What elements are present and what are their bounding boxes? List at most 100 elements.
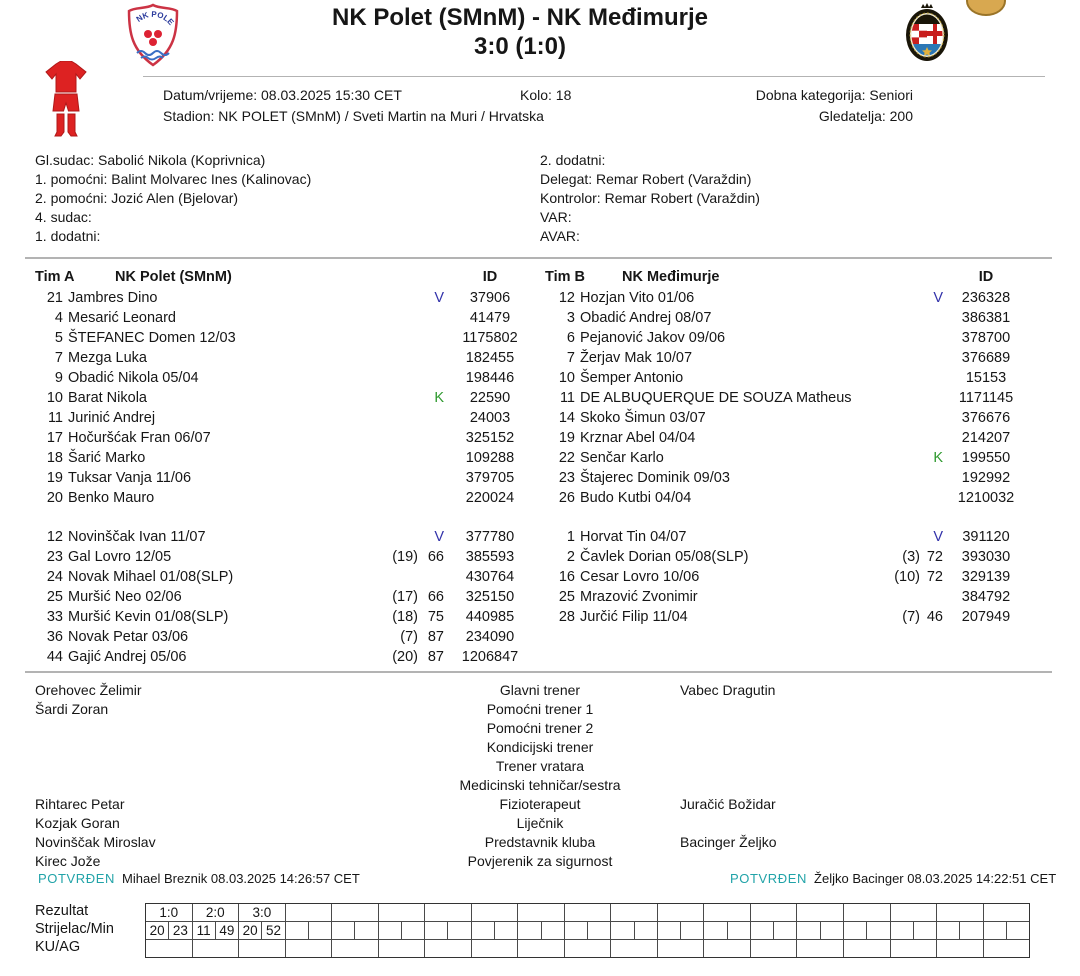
staff-role-label: Glavni trener (499, 682, 581, 698)
result-cell (611, 904, 658, 921)
player-id: 192992 (961, 470, 1011, 486)
player-id: 1171145 (958, 390, 1014, 406)
player-name: Jambres Dino (68, 290, 158, 306)
result-row-label: Rezultat (35, 903, 89, 919)
staff-row: Kozjak Goran Liječnik (0, 814, 1080, 833)
scorer-min-cell (355, 922, 379, 939)
player-row-substitute: 12 Novinščak Ivan 11/07 V 377780 (30, 528, 540, 548)
player-row-starter: 23 Štajerec Dominik 09/03 192992 (540, 469, 1050, 489)
player-row-starter: 7 Žerjav Mak 10/07 376689 (540, 349, 1050, 369)
additional-2: 2. dodatni: (540, 152, 606, 168)
player-number: 10 (558, 370, 575, 386)
substitution-ref: (19) (392, 549, 418, 565)
player-id: 234090 (465, 629, 515, 645)
substitution-ref: (20) (392, 649, 418, 665)
player-name: Novinščak Ivan 11/07 (68, 529, 206, 545)
player-name: Šemper Antonio (580, 370, 684, 386)
result-cell (658, 904, 705, 921)
scorer-min-cell (635, 922, 658, 939)
player-row-substitute: 24 Novak Mihael 01/08(SLP) 430764 (30, 568, 540, 588)
player-number: 11 (559, 390, 575, 406)
player-row-starter: 19 Krznar Abel 04/04 214207 (540, 429, 1050, 449)
player-name: Čavlek Dorian 05/08(SLP) (580, 549, 749, 565)
result-cell (937, 904, 984, 921)
player-name: Štajerec Dominik 09/03 (580, 470, 730, 486)
player-row-substitute: 36 Novak Petar 03/06 (7) 87 234090 (30, 628, 540, 648)
kuag-cell (193, 940, 240, 957)
kuag-cell (937, 940, 984, 957)
substitution-minute: 72 (926, 569, 943, 585)
scorer-min-cell (960, 922, 984, 939)
scorer-min-cell (565, 922, 589, 939)
player-id: 325150 (465, 589, 515, 605)
player-row-substitute: 33 Muršić Kevin 01/08(SLP) (18) 75 440985 (30, 608, 540, 628)
player-id: 385593 (465, 549, 515, 565)
player-row-starter: 21 Jambres Dino V 37906 (30, 289, 540, 309)
scorer-min-cell: 20 (146, 922, 170, 939)
kuag-cell (239, 940, 286, 957)
staff-row: Šardi Zoran Pomoćni trener 1 (0, 700, 1080, 719)
controller: Kontrolor: Remar Robert (Varaždin) (540, 190, 760, 206)
confirmation-detail: Željko Bacinger 08.03.2025 14:22:51 CET (814, 871, 1057, 886)
player-row-starter: 18 Šarić Marko 109288 (30, 449, 540, 469)
substitution-minute: 66 (427, 549, 444, 565)
player-row-starter: 26 Budo Kutbi 04/04 1210032 (540, 489, 1050, 509)
result-cell (286, 904, 333, 921)
scorer-min-cell (495, 922, 519, 939)
staff-row: Medicinski tehničar/sestra (0, 776, 1080, 795)
kuag-row-label: KU/AG (35, 939, 81, 955)
scorer-min-cell (984, 922, 1007, 939)
player-row-substitute: 44 Gajić Andrej 05/06 (20) 87 1206847 (30, 648, 540, 668)
staff-row: Orehovec Želimir Glavni trener Vabec Dragu… (0, 681, 1080, 700)
substitution-ref: (3) (902, 549, 920, 565)
scorer-min-cell (1007, 922, 1029, 939)
player-number: 33 (46, 609, 63, 625)
player-row-starter: 11 Jurinić Andrej 24003 (30, 409, 540, 429)
player-name: Šarić Marko (68, 450, 146, 466)
substitution-minute: 87 (427, 629, 444, 645)
staff-row: Trener vratara (0, 757, 1080, 776)
staff-role-label: Medicinski tehničar/sestra (459, 777, 621, 793)
player-name: Obadić Andrej 08/07 (580, 310, 712, 326)
staff-row: Novinščak Miroslav Predstavnik kluba Bacin… (0, 833, 1080, 852)
player-name: Cesar Lovro 10/06 (580, 569, 700, 585)
player-number: 2 (566, 549, 575, 565)
player-number: 44 (46, 649, 63, 665)
away-kit-partial-icon (966, 0, 1006, 16)
kuag-row (146, 940, 1029, 957)
player-id: 22590 (469, 390, 511, 406)
fourth-official: 4. sudac: (35, 209, 92, 225)
avar-official: AVAR: (540, 228, 580, 244)
scorer-min-cell (891, 922, 914, 939)
scorer-row-label: Strijelac/Min (35, 921, 114, 937)
officials-divider (25, 257, 1052, 259)
player-number: 12 (46, 529, 63, 545)
confirmed-status: POTVRĐEN (38, 871, 116, 886)
staff-name-away: Vabec Dragutin (680, 682, 776, 698)
age-category: Dobna kategorija: Seniori (755, 87, 913, 103)
scorer-min-cell (448, 922, 472, 939)
player-row-substitute: 23 Gal Lovro 12/05 (19) 66 385593 (30, 548, 540, 568)
player-name: Skoko Šimun 03/07 (580, 410, 706, 426)
player-number: 20 (46, 490, 63, 506)
away-confirmation: POTVRĐEN Željko Bacinger 08.03.2025 14:22… (730, 871, 1056, 887)
kuag-cell (751, 940, 798, 957)
player-id: 379705 (465, 470, 515, 486)
result-cell (565, 904, 612, 921)
scorer-min-cell (472, 922, 495, 939)
scorer-min-cell: 52 (262, 922, 286, 939)
player-id: 1206847 (461, 649, 519, 665)
id-column-header: ID (482, 269, 498, 285)
player-row-substitute: 1 Horvat Tin 04/07 V 391120 (540, 528, 1050, 548)
scorer-min-cell (425, 922, 449, 939)
scorer-min-cell (821, 922, 844, 939)
staff-name-home: Kozjak Goran (35, 815, 120, 831)
player-id: 1210032 (957, 490, 1015, 506)
team-label: Tim A (35, 269, 75, 285)
player-name: Gal Lovro 12/05 (68, 549, 172, 565)
scorer-min-cell (658, 922, 682, 939)
player-id: 15153 (965, 370, 1007, 386)
player-row-starter: 3 Obadić Andrej 08/07 386381 (540, 309, 1050, 329)
player-name: ŠTEFANEC Domen 12/03 (68, 330, 236, 346)
player-row-substitute: 28 Jurčić Filip 11/04 (7) 46 207949 (540, 608, 1050, 628)
